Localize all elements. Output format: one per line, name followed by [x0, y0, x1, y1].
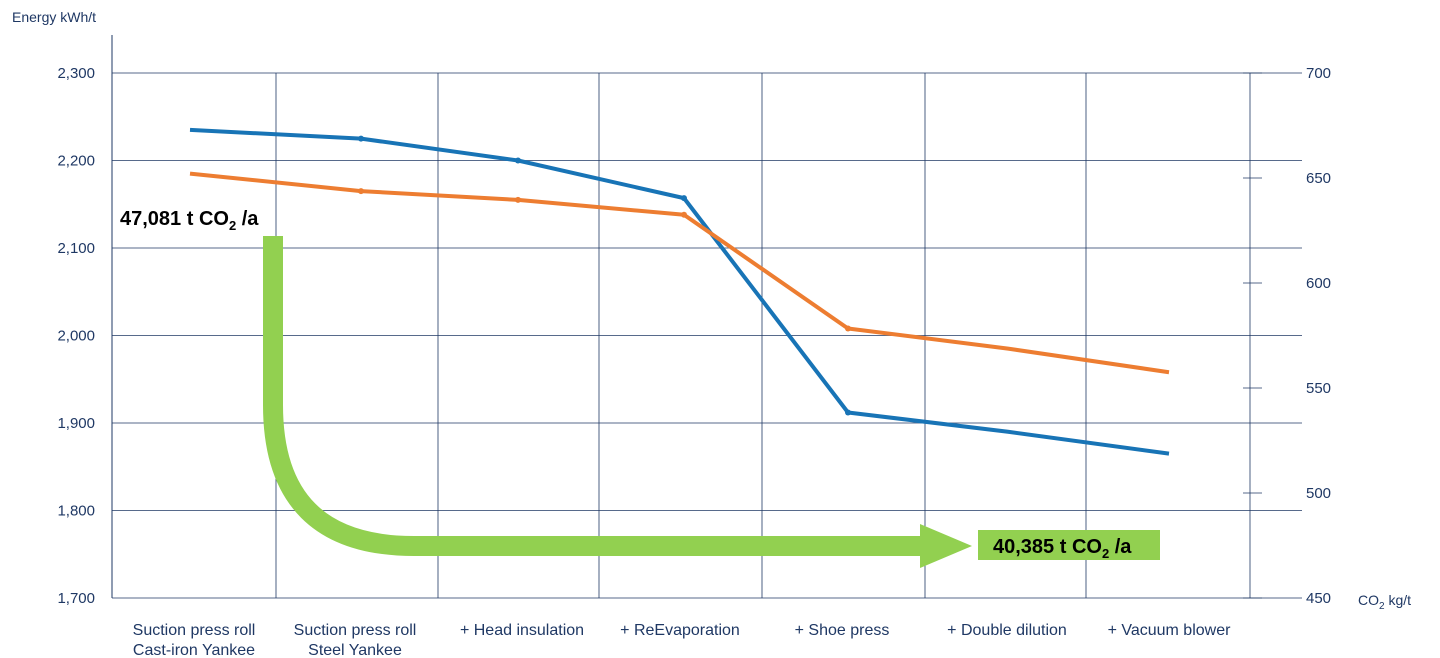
x-category-label: + Head insulation	[460, 622, 584, 639]
x-category-label: Suction press roll	[133, 622, 256, 639]
y2-tick-label: 700	[1306, 65, 1331, 82]
y-axis-title: Energy kWh/t	[12, 9, 96, 25]
axes	[111, 35, 1262, 599]
y-tick-label: 2,000	[57, 328, 95, 345]
y2-tick-label: 500	[1306, 485, 1331, 502]
x-category-label: Steel Yankee	[308, 642, 402, 658]
y2-tick-label: 450	[1306, 590, 1331, 607]
series-point-1	[358, 135, 364, 142]
series-point-2	[845, 325, 851, 332]
y-tick-label: 1,900	[57, 415, 95, 432]
y2-axis-title: CO2 kg/t	[1358, 592, 1411, 612]
start-callout: 47,081 t CO2 /a	[120, 208, 259, 233]
y2-tick-label: 650	[1306, 170, 1331, 187]
y-tick-label: 1,700	[57, 590, 95, 607]
grid-lines	[112, 72, 1302, 599]
y2-axis-ticks: 700 650 600 550 500 450	[1306, 65, 1331, 607]
x-category-label: Suction press roll	[294, 622, 417, 639]
arrow-head	[920, 524, 972, 568]
category-labels: Suction press roll Cast-iron Yankee Suctio…	[133, 622, 1231, 658]
x-category-label: Cast-iron Yankee	[133, 642, 255, 658]
y-axis-ticks: 2,300 2,200 2,100 2,000 1,900 1,800 1,700	[57, 65, 95, 607]
y2-tick-label: 600	[1306, 275, 1331, 292]
x-category-label: + Shoe press	[795, 622, 890, 639]
y-tick-label: 2,300	[57, 65, 95, 82]
x-category-label: + Double dilution	[947, 622, 1067, 639]
series-line-2	[189, 171, 1170, 375]
series-point-2	[681, 211, 687, 218]
series-lines	[189, 127, 1170, 456]
end-callout: 40,385 t CO2 /a	[993, 536, 1132, 561]
series-point-1	[681, 195, 687, 202]
y-tick-label: 2,200	[57, 153, 95, 170]
y-tick-label: 2,100	[57, 240, 95, 257]
series-point-2	[515, 196, 521, 203]
series-point-1	[515, 157, 521, 164]
series-point-1	[845, 409, 851, 416]
arrow-body	[263, 236, 925, 556]
x-category-label: + Vacuum blower	[1108, 622, 1232, 639]
y-tick-label: 1,800	[57, 503, 95, 520]
end-callout-box	[978, 530, 1160, 560]
reduction-arrow	[263, 236, 972, 568]
x-category-label: + ReEvaporation	[620, 622, 740, 639]
series-line-1	[189, 127, 1170, 456]
series-point-2	[358, 188, 364, 195]
y2-tick-label: 550	[1306, 380, 1331, 397]
